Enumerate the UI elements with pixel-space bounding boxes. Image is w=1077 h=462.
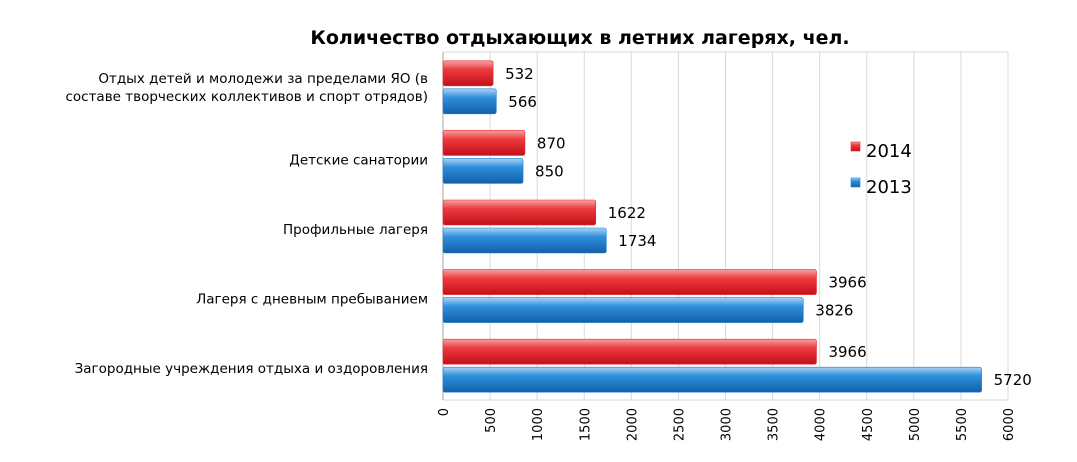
data-label-2013-3: 3826: [815, 302, 853, 320]
legend-swatch-2013: [850, 177, 861, 188]
data-label-2014-0: 532: [505, 65, 534, 83]
category-label: Загородные учреждения отдыха и оздоровле…: [75, 361, 428, 377]
data-label-2013-4: 5720: [994, 371, 1032, 389]
data-label-2013-1: 850: [535, 162, 564, 180]
category-label: Отдых детей и молодежи за пределами ЯО (…: [98, 71, 428, 87]
category-label: Лагеря с дневным пребыванием: [196, 292, 428, 308]
bars: [442, 60, 982, 393]
x-tick-label: 2000: [625, 408, 640, 441]
chart-title: Количество отдыхающих в летних лагерях, …: [310, 27, 849, 49]
x-tick-label: 6000: [1002, 408, 1017, 441]
x-tick-label: 3500: [767, 408, 782, 441]
data-label-2014-1: 870: [537, 134, 566, 152]
bar-2014-3: [442, 269, 817, 295]
bar-2014-4: [442, 338, 817, 365]
category-label: Профильные лагеря: [283, 222, 428, 238]
legend-swatch-2014: [850, 141, 861, 152]
legend: 2014 2013: [850, 141, 912, 198]
bar-2013-1: [442, 158, 524, 184]
data-labels: 532 566 870 850 1622 1734 3966 3826 3966 5720: [505, 65, 1032, 389]
x-tick-label: 5500: [955, 408, 970, 441]
data-label-2013-2: 1734: [618, 232, 656, 250]
x-tick-label: 500: [484, 408, 499, 433]
data-label-2014-3: 3966: [828, 274, 866, 292]
bar-2013-0: [442, 88, 497, 115]
x-tick-label: 0: [437, 408, 452, 416]
bar-2014-2: [442, 199, 597, 226]
x-tick-label: 5000: [908, 408, 923, 441]
bar-2013-4: [442, 366, 982, 393]
x-tick-label: 4500: [861, 408, 876, 441]
legend-label-2013: 2013: [866, 177, 912, 198]
bar-2014-1: [442, 130, 526, 156]
category-label: составе творческих коллективов и спорт о…: [65, 89, 428, 105]
x-tick-label: 2500: [672, 408, 687, 441]
data-label-2013-0: 566: [508, 93, 537, 111]
bar-2014-0: [442, 60, 494, 87]
data-label-2014-4: 3966: [828, 343, 866, 361]
bar-2013-3: [442, 297, 804, 323]
category-label: Детские санатории: [289, 152, 428, 168]
data-label-2014-2: 1622: [608, 204, 646, 222]
x-tick-label: 3000: [720, 408, 735, 441]
legend-label-2014: 2014: [866, 141, 912, 162]
x-tick-label: 4000: [814, 408, 829, 441]
x-axis: 0 500 1000 1500 2000 2500 3000 3500 4000 4500 5000…: [437, 52, 1017, 441]
category-labels: Отдых детей и молодежи за пределами ЯО (…: [65, 71, 428, 377]
x-tick-label: 1000: [531, 408, 546, 441]
x-tick-label: 1500: [578, 408, 593, 441]
bar-2013-2: [442, 227, 607, 254]
